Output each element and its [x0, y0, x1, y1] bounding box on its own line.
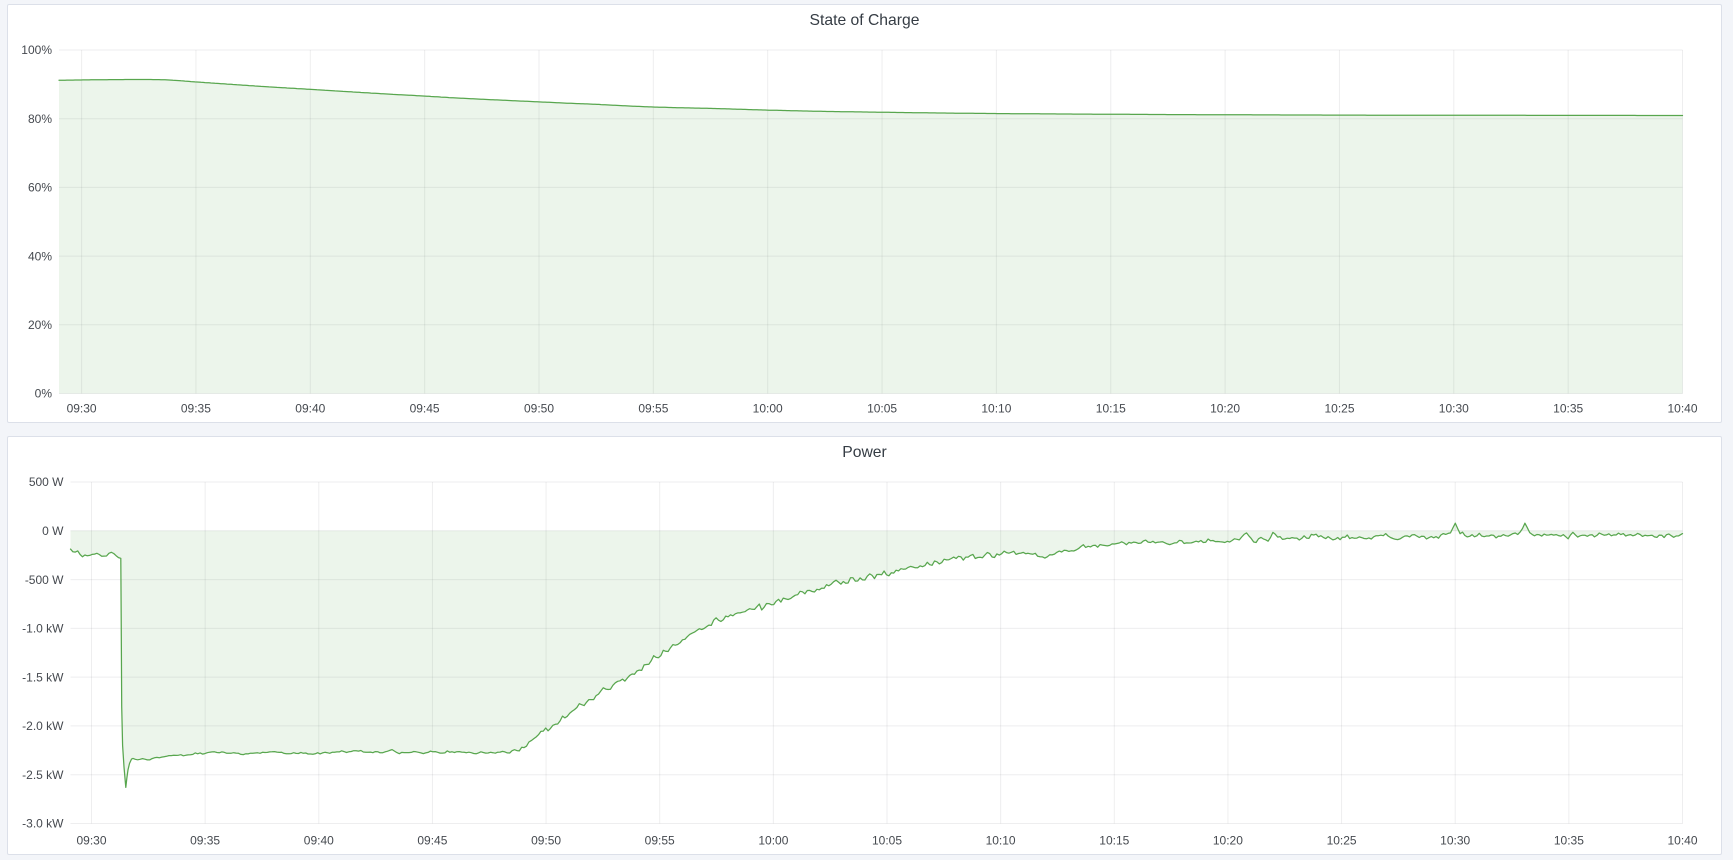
- svg-text:09:50: 09:50: [531, 833, 561, 847]
- svg-text:10:35: 10:35: [1553, 401, 1583, 415]
- svg-text:10:20: 10:20: [1213, 833, 1243, 847]
- svg-text:20%: 20%: [28, 318, 52, 332]
- svg-text:-1.5 kW: -1.5 kW: [22, 670, 64, 684]
- svg-text:-3.0 kW: -3.0 kW: [22, 817, 64, 831]
- svg-text:10:25: 10:25: [1327, 833, 1357, 847]
- svg-text:09:30: 09:30: [76, 833, 106, 847]
- svg-text:09:45: 09:45: [417, 833, 447, 847]
- svg-text:09:40: 09:40: [295, 401, 325, 415]
- svg-text:-2.0 kW: -2.0 kW: [22, 719, 64, 733]
- svg-text:0 W: 0 W: [42, 524, 64, 538]
- svg-text:10:30: 10:30: [1439, 401, 1469, 415]
- svg-text:-500 W: -500 W: [25, 573, 64, 587]
- svg-text:10:05: 10:05: [867, 401, 897, 415]
- svg-text:80%: 80%: [28, 112, 52, 126]
- svg-text:09:30: 09:30: [67, 401, 97, 415]
- svg-text:10:05: 10:05: [872, 833, 902, 847]
- svg-text:10:35: 10:35: [1554, 833, 1584, 847]
- svg-text:09:40: 09:40: [304, 833, 334, 847]
- svg-text:10:00: 10:00: [758, 833, 788, 847]
- svg-text:10:10: 10:10: [986, 833, 1016, 847]
- svg-text:10:10: 10:10: [981, 401, 1011, 415]
- svg-text:09:35: 09:35: [190, 833, 220, 847]
- svg-text:09:45: 09:45: [410, 401, 440, 415]
- svg-text:09:35: 09:35: [181, 401, 211, 415]
- svg-text:-2.5 kW: -2.5 kW: [22, 768, 64, 782]
- svg-text:10:30: 10:30: [1440, 833, 1470, 847]
- svg-text:100%: 100%: [21, 43, 52, 57]
- svg-text:09:55: 09:55: [645, 833, 675, 847]
- svg-text:09:50: 09:50: [524, 401, 554, 415]
- svg-text:10:15: 10:15: [1099, 833, 1129, 847]
- svg-text:10:15: 10:15: [1096, 401, 1126, 415]
- svg-text:10:25: 10:25: [1324, 401, 1354, 415]
- svg-text:-1.0 kW: -1.0 kW: [22, 622, 64, 636]
- svg-text:10:20: 10:20: [1210, 401, 1240, 415]
- svg-text:10:40: 10:40: [1667, 401, 1697, 415]
- svg-text:10:40: 10:40: [1667, 833, 1697, 847]
- svg-text:10:00: 10:00: [753, 401, 783, 415]
- svg-text:500 W: 500 W: [29, 475, 64, 489]
- svg-text:60%: 60%: [28, 181, 52, 195]
- svg-text:09:55: 09:55: [638, 401, 668, 415]
- svg-text:0%: 0%: [35, 387, 53, 401]
- svg-text:40%: 40%: [28, 249, 52, 263]
